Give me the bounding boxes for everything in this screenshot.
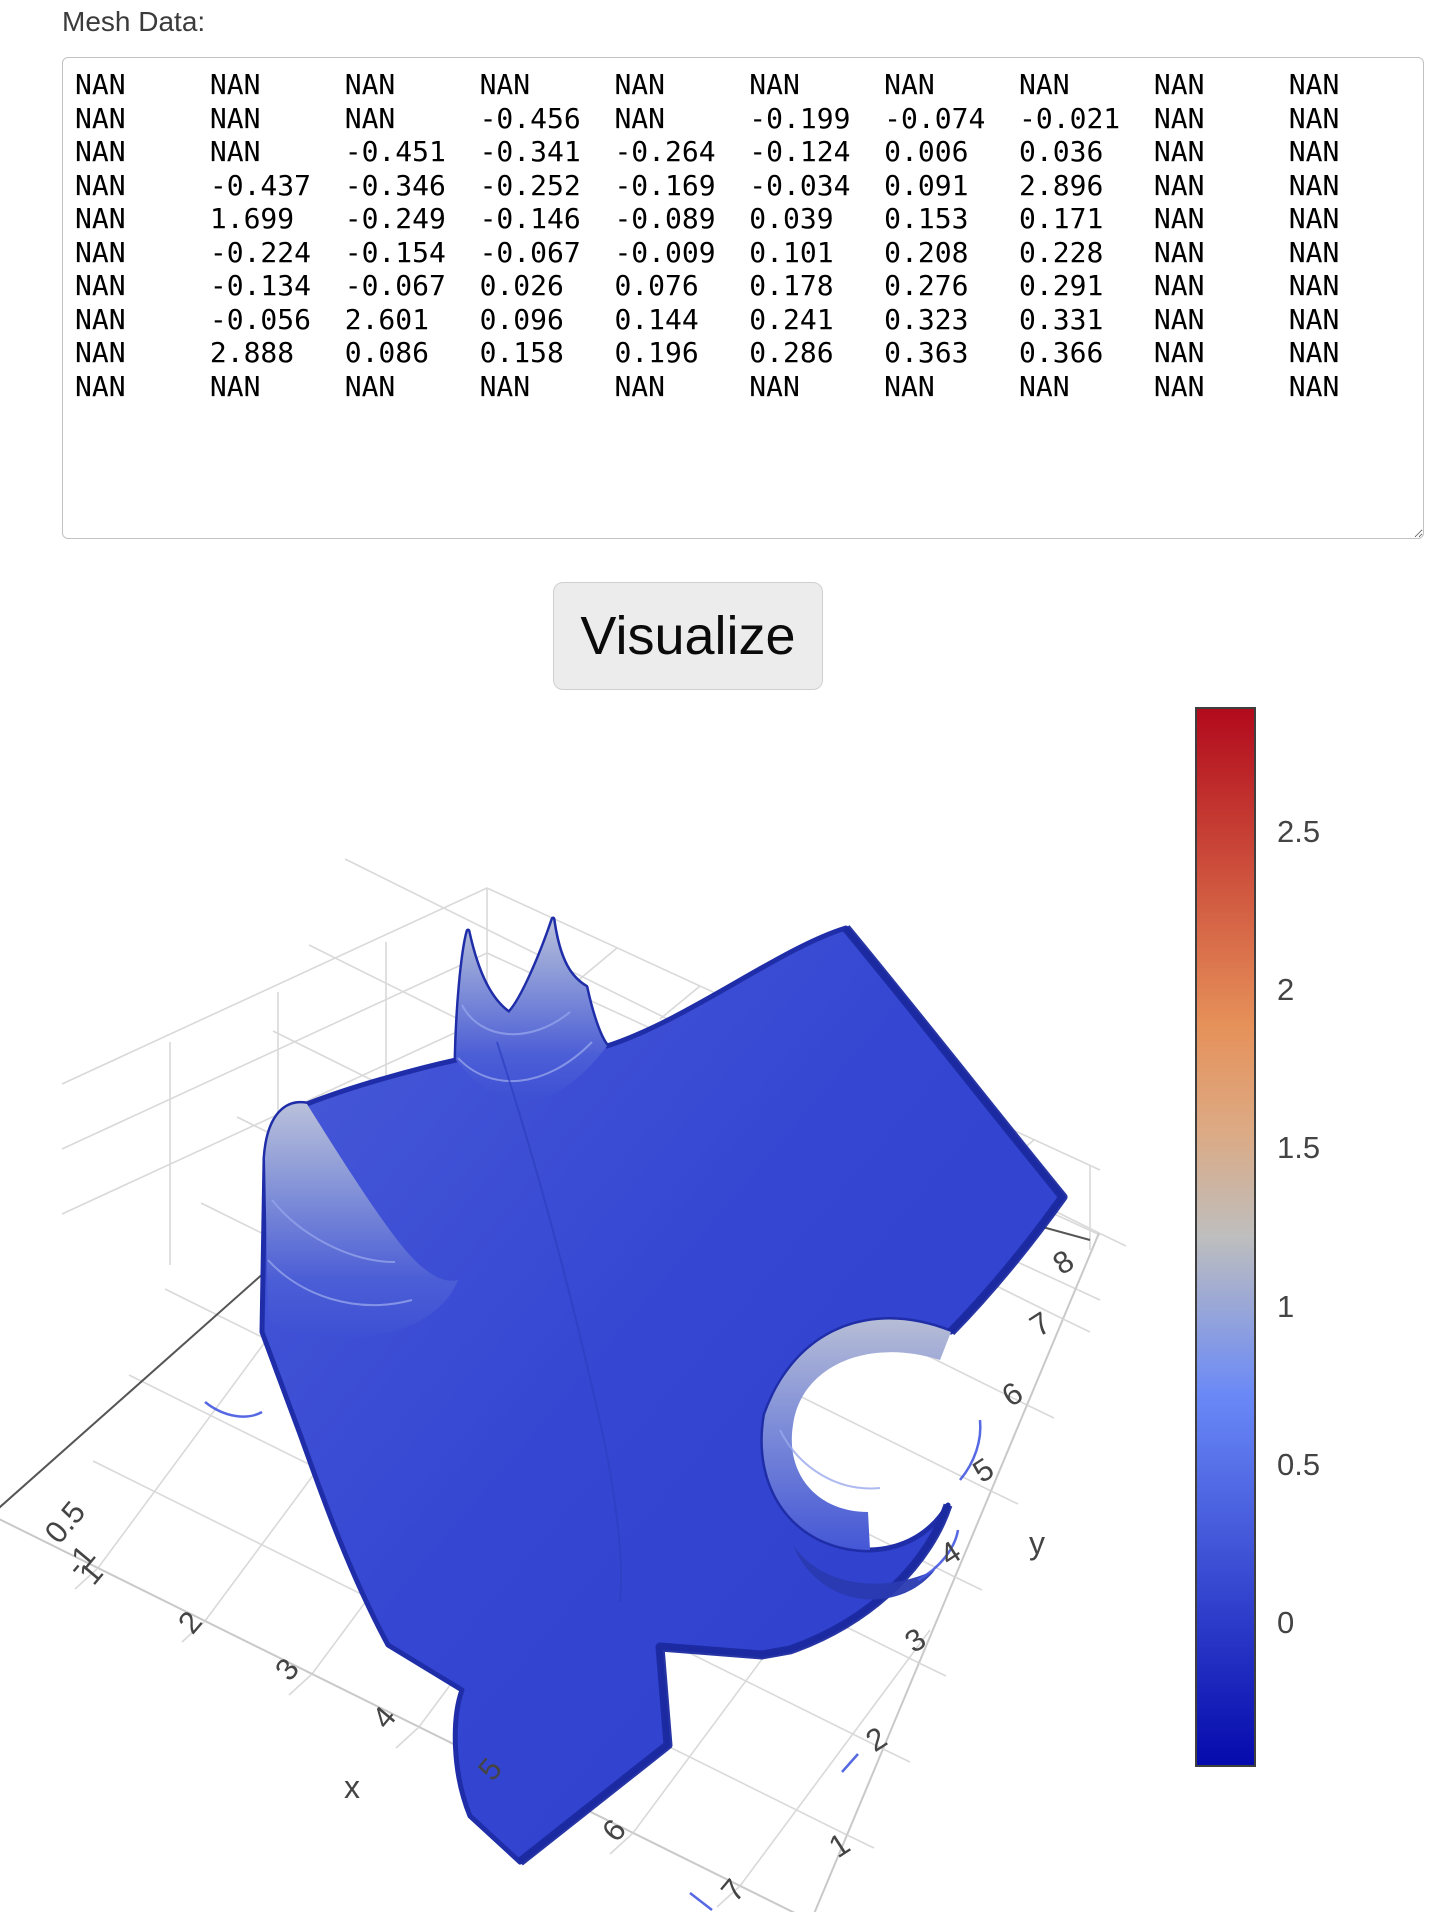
x-tick-label: 4	[365, 1699, 403, 1735]
y-tick-label: 3	[899, 1621, 933, 1660]
colorbar-tick-label: 1	[1277, 1288, 1295, 1324]
surface-left-horn	[265, 1103, 458, 1338]
surface-bowl-wall	[762, 1319, 951, 1550]
mesh-data-input[interactable]	[62, 57, 1424, 539]
y-tick-label: 7	[1024, 1305, 1058, 1344]
visualize-button[interactable]: Visualize	[553, 582, 823, 690]
x-axis-title: x	[344, 1769, 360, 1805]
y-tick-label: 8	[1047, 1243, 1081, 1282]
surface-edge-band	[517, 925, 1068, 1866]
surface-contour-dashes	[204, 1401, 982, 1911]
colorbar-tick-label: 0	[1277, 1604, 1295, 1640]
surface-top-horns-contour	[457, 1004, 593, 1083]
surface-top-horns	[456, 919, 607, 1101]
mesh-data-label: Mesh Data:	[62, 6, 206, 37]
y-tick-label: 4	[934, 1534, 968, 1573]
x-tick-label: 2	[171, 1604, 209, 1640]
x-tick-label: 3	[268, 1651, 306, 1687]
colorbar-tick-label: 2	[1277, 972, 1295, 1008]
surface-crease	[496, 1041, 623, 1603]
colorbar-tick-label: 1.5	[1277, 1130, 1321, 1166]
colorbar-gradient	[1195, 707, 1256, 1767]
surface-bowl-curl	[793, 1545, 935, 1600]
y-tick-label: 1	[823, 1826, 857, 1865]
y-axis-title: y	[1029, 1525, 1045, 1561]
surface-bowl-contour	[779, 1429, 881, 1490]
surface-left-horn-contour	[267, 1199, 413, 1307]
colorbar-tick-label: 0.5	[1277, 1446, 1321, 1482]
colorbar-tick-label: 2.5	[1277, 814, 1321, 850]
y-tick-label: 6	[996, 1375, 1030, 1414]
x-tick-label: 6	[595, 1812, 633, 1848]
